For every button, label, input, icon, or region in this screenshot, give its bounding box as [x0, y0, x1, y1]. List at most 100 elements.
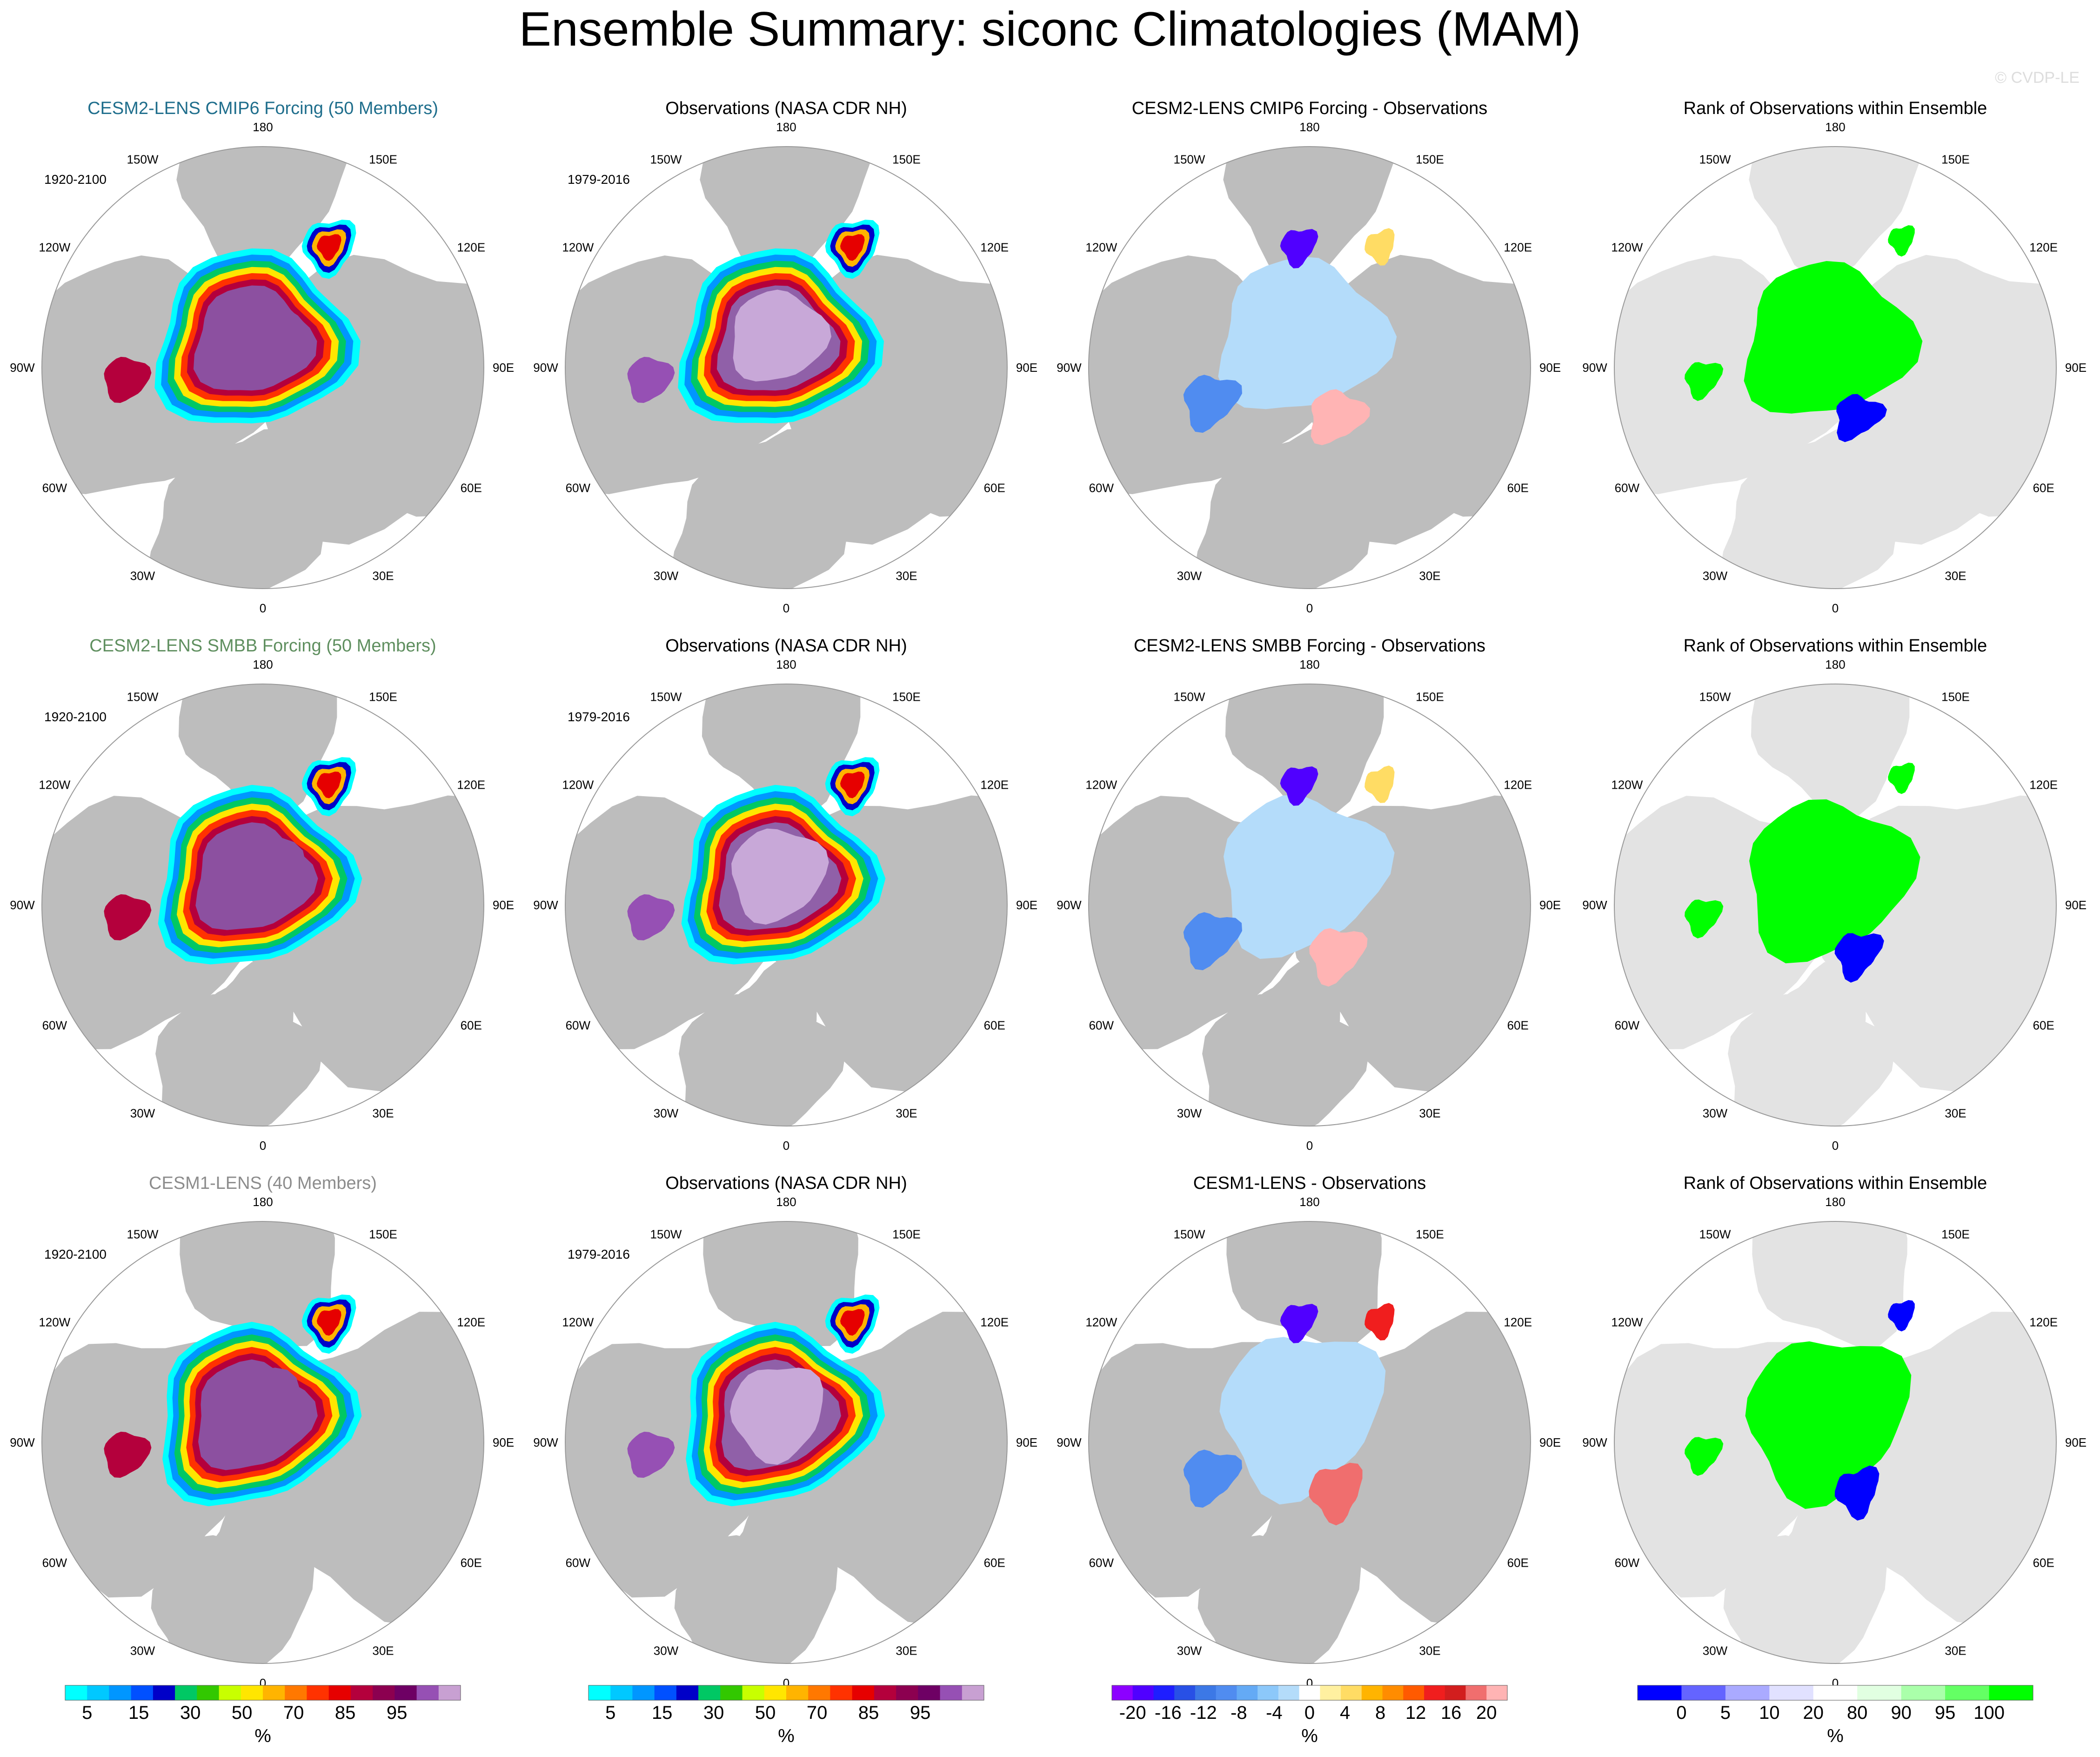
rank-high-hudson	[1685, 362, 1724, 401]
map-boundary	[1614, 1221, 2057, 1664]
longitude-label: 150W	[1174, 152, 1205, 166]
colorbar-tick-label: 4	[1340, 1703, 1350, 1723]
hudson-bay-ice	[104, 1431, 152, 1478]
longitude-label: 30W	[1177, 1107, 1202, 1120]
panel-title: CESM2-LENS CMIP6 Forcing (50 Members)	[87, 99, 438, 118]
longitude-label: 150W	[1174, 690, 1205, 704]
longitude-label: 60W	[1615, 481, 1640, 495]
colorbar-swatch	[1989, 1685, 2033, 1700]
colorbar-swatch	[1486, 1685, 1508, 1700]
sea-ice-field	[1183, 228, 1397, 445]
colorbar-tick-label: 30	[703, 1703, 724, 1723]
colorbar-tick-label: 50	[755, 1703, 776, 1723]
colorbar-swatch	[1403, 1685, 1425, 1700]
land-mass	[203, 961, 294, 1073]
colorbar-swatch	[1465, 1685, 1487, 1700]
map-panel-model: 180150E120E90E60E30E030W60W90W120W150WCE…	[10, 99, 514, 615]
colorbar-swatch	[1132, 1685, 1154, 1700]
colorbar-swatch	[1257, 1685, 1279, 1700]
colorbar-unit: %	[1301, 1726, 1318, 1746]
colorbar-tick-label: 0	[1676, 1703, 1686, 1723]
colorbar-swatch	[1945, 1685, 1989, 1700]
panel-grid: 180 150E 120E 90E 60E 30E 0 30W 60W 90W 120W 150W CE…	[10, 99, 2087, 1690]
colorbar-swatch	[1638, 1685, 1682, 1700]
longitude-label: 90W	[1057, 1435, 1082, 1449]
rank-okhotsk	[1888, 225, 1915, 257]
longitude-label: 120E	[457, 1315, 485, 1329]
map-content	[1089, 684, 1531, 1126]
panel-title: Rank of Observations within Ensemble	[1684, 636, 1987, 656]
rank-low	[1834, 933, 1884, 983]
longitude-label: 0	[783, 1139, 789, 1153]
longitude-label: 30W	[130, 1107, 155, 1120]
longitude-label: 90W	[533, 898, 558, 912]
colorbar-unit: %	[778, 1726, 795, 1746]
colorbar-swatch	[764, 1685, 787, 1700]
longitude-label: 90W	[10, 361, 35, 375]
longitude-label: 180	[1825, 120, 1845, 134]
colorbar-frame	[1111, 1685, 1508, 1701]
longitude-label: 150E	[1941, 1227, 1970, 1241]
colorbar-swatch	[830, 1685, 853, 1700]
longitude-label: 90W	[1057, 898, 1082, 912]
colorbar-swatch	[1901, 1685, 1946, 1700]
map-boundary	[41, 1221, 484, 1664]
colorbar-siconc-climatology: 5 15 30 50 70 85 95%	[65, 1685, 461, 1746]
colorbar-tick-label: 20	[1803, 1703, 1824, 1723]
colorbar-tick-label: 16	[1441, 1703, 1462, 1723]
longitude-label: 60E	[1507, 1556, 1529, 1570]
map-boundary	[1088, 684, 1531, 1127]
panel-title: CESM2-LENS SMBB Forcing (50 Members)	[89, 636, 436, 656]
colorbar-swatch	[241, 1685, 263, 1700]
longitude-label: 120W	[1611, 1315, 1643, 1329]
map-panel-model: 180150E120E90E60E30E030W60W90W120W150WCE…	[10, 1174, 514, 1690]
longitude-label: 180	[1825, 657, 1845, 671]
longitude-label: 60W	[42, 481, 67, 495]
longitude-label: 90W	[10, 898, 35, 912]
land-mass	[1775, 429, 1867, 540]
longitude-label: 30E	[1419, 1107, 1440, 1120]
colorbar-frame	[588, 1685, 984, 1701]
land-mass	[726, 429, 818, 540]
longitude-label: 90E	[1539, 898, 1561, 912]
longitude-label: 30E	[896, 569, 917, 583]
land-mass-siberia	[1381, 1441, 1505, 1592]
rank-high-hudson	[1685, 1437, 1724, 1476]
longitude-label: 60W	[1089, 1556, 1114, 1570]
rank-high	[1749, 799, 1920, 964]
colorbar-rank-of-observations: 0 5 10 20 80 90 95 100%	[1637, 1685, 2033, 1746]
map-panel-obs: 180 150E 120E 90E 60E 30E 0 30W 60W 90W 120W 150W Ob…	[533, 99, 1037, 615]
longitude-label: 30E	[1945, 1107, 1966, 1120]
longitude-label: 30W	[654, 1644, 679, 1658]
colorbar-swatch	[896, 1685, 918, 1700]
map-panel-diff: 180150E120E90E60E30E030W60W90W120W150WCE…	[1057, 1174, 1561, 1690]
longitude-label: 120E	[457, 778, 485, 792]
difference-negative	[1183, 375, 1242, 433]
longitude-label: 60E	[984, 1556, 1005, 1570]
land-mass-siberia	[1906, 904, 2030, 1054]
longitude-label: 150W	[127, 690, 159, 704]
difference-field	[1224, 795, 1395, 959]
colorbar-swatch	[786, 1685, 809, 1700]
longitude-label: 90E	[493, 1435, 514, 1449]
hudson-bay-ice	[627, 894, 675, 940]
longitude-label: 150E	[1941, 690, 1970, 704]
map-content	[1089, 147, 1531, 589]
longitude-label: 90E	[1539, 361, 1561, 375]
difference-strong-negative	[1280, 229, 1318, 268]
rank-okhotsk	[1888, 1300, 1915, 1332]
longitude-label: 90E	[493, 361, 514, 375]
colorbar-swatch	[285, 1685, 307, 1700]
colorbar-tick-label: 30	[180, 1703, 201, 1723]
sea-ice-field	[1685, 763, 1920, 983]
colorbar-tick-label: 70	[283, 1703, 304, 1723]
land-mass	[180, 1221, 335, 1347]
land-mass	[1776, 961, 1866, 1073]
longitude-label: 60E	[461, 1556, 482, 1570]
colorbar-swatch	[720, 1685, 742, 1700]
longitude-label: 30E	[1419, 1644, 1440, 1658]
hudson-bay-ice	[627, 1431, 675, 1478]
longitude-label: 30W	[654, 1107, 679, 1120]
land-mass	[1751, 684, 1910, 817]
sea-ice-field	[1183, 765, 1395, 987]
